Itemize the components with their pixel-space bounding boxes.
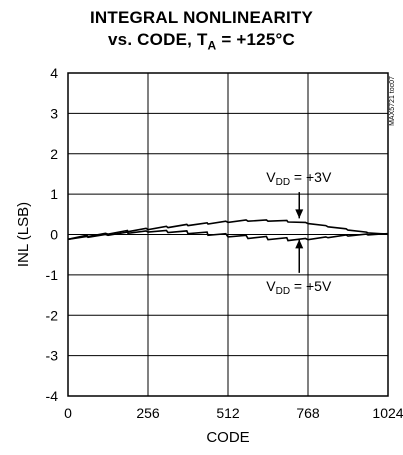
x-axis-label: CODE: [206, 429, 249, 446]
annotation-arrow-head: [295, 239, 304, 249]
annotation-arrow-head: [295, 209, 304, 219]
x-tick-label: 1024: [372, 405, 403, 421]
y-tick-label: 4: [50, 65, 58, 81]
y-tick-label: 1: [50, 186, 58, 202]
annotation-label: VDD = +5V: [266, 278, 332, 297]
y-tick-label: -1: [46, 267, 59, 283]
series-line-vdd-3v: [67, 219, 389, 241]
series-line-vdd-5v: [67, 229, 389, 242]
y-axis-label: INL (LSB): [15, 202, 32, 267]
y-tick-label: -4: [46, 388, 59, 404]
title-suffix: = +125°C: [216, 30, 295, 49]
chart-title-line1: INTEGRAL NONLINEARITY: [89, 8, 313, 27]
y-tick-label: 3: [50, 105, 58, 121]
title-subscript: A: [207, 38, 217, 53]
title-prefix: vs. CODE, T: [108, 30, 208, 49]
x-tick-label: 0: [64, 405, 72, 421]
x-tick-label: 512: [216, 405, 240, 421]
x-tick-label: 256: [136, 405, 160, 421]
y-tick-label: 2: [50, 146, 58, 162]
y-tick-label: -3: [46, 348, 59, 364]
y-tick-label: -2: [46, 307, 59, 323]
chart-title-line2: vs. CODE, TA = +125°C: [0, 30, 403, 52]
annotation-label: VDD = +3V: [266, 169, 332, 188]
y-tick-label: 0: [50, 227, 58, 243]
side-label: MAX5721 toc07: [389, 76, 396, 126]
x-tick-label: 768: [296, 405, 320, 421]
